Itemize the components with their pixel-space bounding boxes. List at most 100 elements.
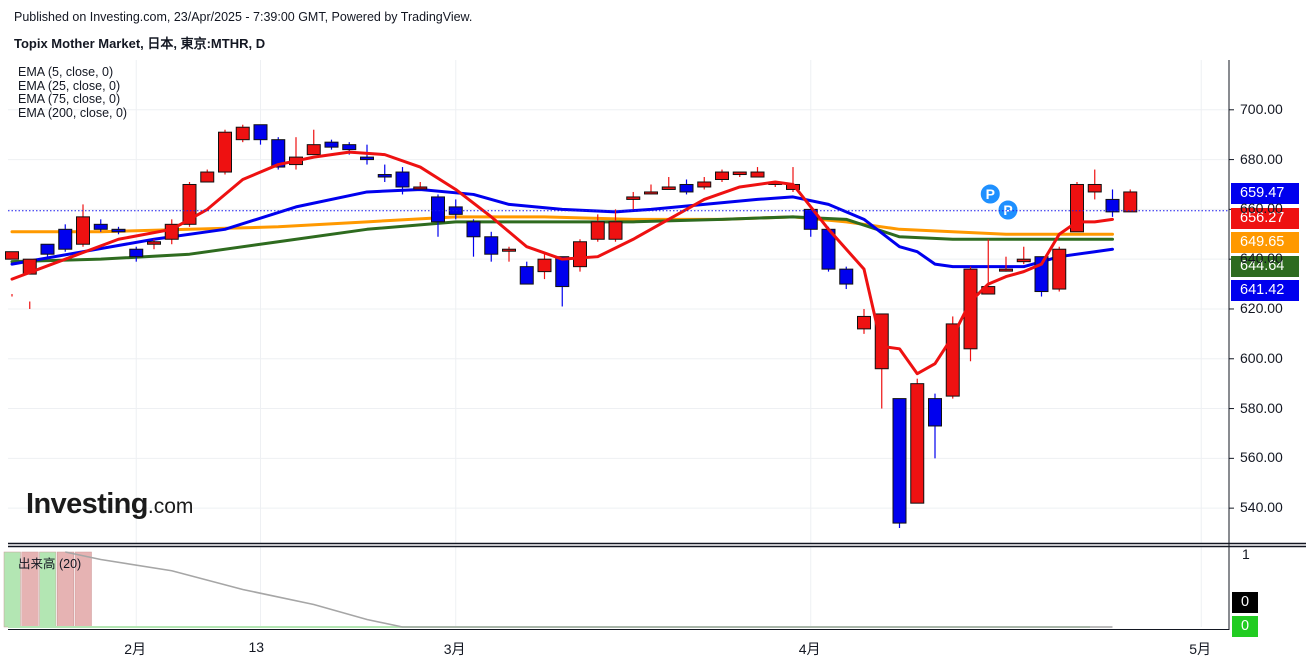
candle — [1070, 181, 1084, 233]
candle — [324, 139, 339, 150]
candle-body — [839, 268, 854, 285]
dividend-marker: P — [997, 199, 1019, 221]
candle-body — [857, 315, 871, 330]
candle — [892, 398, 907, 529]
ema25-line — [10, 187, 1114, 269]
legend-ema200[interactable]: EMA (200, close, 0) — [18, 105, 128, 120]
candle-body — [697, 181, 712, 188]
candle-body — [111, 228, 126, 233]
candle — [22, 258, 37, 309]
logo-suffix: .com — [147, 495, 194, 518]
y-tick-label: 700.00 — [1240, 100, 1283, 117]
candle-body — [58, 228, 73, 250]
candle — [715, 169, 729, 182]
candle-body — [892, 398, 907, 524]
candle — [395, 167, 410, 195]
candle — [608, 209, 623, 242]
candle — [1123, 189, 1138, 213]
candle-body — [1105, 198, 1120, 213]
candle — [1105, 189, 1120, 217]
candle-body — [626, 196, 641, 200]
legend-ema5[interactable]: EMA (5, close, 0) — [18, 65, 114, 79]
volume-badge: 0 — [1232, 592, 1258, 613]
candle — [1016, 246, 1031, 265]
y-tick-label: 580.00 — [1240, 399, 1283, 416]
x-tick-label: 3月 — [443, 641, 466, 657]
candle-body — [324, 141, 339, 148]
price-badge: 644.64 — [1231, 256, 1299, 277]
grid-lines — [8, 60, 1229, 627]
candle — [377, 164, 392, 182]
candle-body — [129, 248, 144, 258]
candle — [626, 191, 641, 210]
price-badge: 659.47 — [1231, 183, 1299, 204]
candle-body — [1016, 258, 1031, 263]
investing-logo: Investing.com — [26, 488, 193, 521]
legend-ema75[interactable]: EMA (75, close, 0) — [18, 92, 121, 106]
candle — [200, 169, 215, 183]
candle — [999, 256, 1013, 272]
candle-body — [608, 221, 623, 240]
candle-body — [342, 144, 357, 151]
indicator-legend: EMA (5, close, 0) EMA (25, close, 0) EMA… — [18, 65, 128, 120]
candle-body — [590, 221, 605, 240]
candle-body — [928, 398, 942, 427]
chart-title: Topix Mother Market, 日本, 東京:MTHR, D — [14, 36, 266, 51]
y-tick-label: 540.00 — [1240, 499, 1283, 516]
candle-body — [519, 266, 534, 285]
candles: PP — [5, 124, 1138, 529]
candle — [555, 256, 570, 307]
volume-badge: 0 — [1232, 616, 1258, 637]
candle-body — [803, 208, 818, 230]
candle — [235, 124, 250, 143]
candle — [928, 393, 942, 459]
candle-body — [661, 186, 676, 190]
volume-tick-label: 1 — [1242, 546, 1250, 562]
candle-body — [182, 183, 197, 225]
volume-sma-line — [65, 551, 1113, 628]
candle-body — [963, 268, 978, 350]
x-tick-label: 2月 — [124, 641, 147, 657]
candle — [218, 129, 232, 175]
candle — [732, 171, 747, 178]
candle-body — [1087, 183, 1102, 193]
candle — [413, 181, 428, 190]
candle-body — [466, 221, 481, 238]
volume-label: 出来高 (20) — [18, 557, 82, 571]
price-badge: 641.42 — [1231, 280, 1299, 301]
marker-label: P — [986, 186, 995, 202]
x-tick-label: 13 — [248, 639, 265, 655]
candle — [129, 246, 144, 262]
candle — [910, 378, 925, 504]
candle — [5, 251, 19, 297]
candle — [271, 137, 286, 170]
candle-body — [502, 248, 516, 252]
marker-label: P — [1003, 202, 1012, 218]
candle — [431, 194, 445, 237]
candle — [93, 219, 108, 232]
candle-body — [750, 171, 765, 178]
candle — [182, 181, 197, 227]
marker-circle — [979, 183, 1001, 205]
candle — [750, 167, 765, 178]
candle — [484, 231, 499, 262]
candle — [147, 239, 161, 250]
candle — [839, 266, 854, 290]
candle-body — [537, 258, 552, 273]
candle — [803, 208, 818, 237]
candle — [466, 219, 481, 257]
candle-body — [910, 383, 925, 504]
y-tick-label: 660.00 — [1240, 200, 1283, 217]
dividend-marker: P — [979, 183, 1001, 205]
y-tick-label: 680.00 — [1240, 150, 1283, 167]
y-tick-label: 620.00 — [1240, 299, 1283, 316]
candle-body — [431, 196, 445, 223]
x-tick-label: 4月 — [798, 641, 821, 657]
candle — [58, 224, 73, 252]
candle — [644, 184, 658, 195]
y-tick-label: 640.00 — [1240, 250, 1283, 267]
legend-ema25[interactable]: EMA (25, close, 0) — [18, 78, 121, 93]
candle-body — [1052, 248, 1067, 290]
candle — [963, 266, 978, 362]
